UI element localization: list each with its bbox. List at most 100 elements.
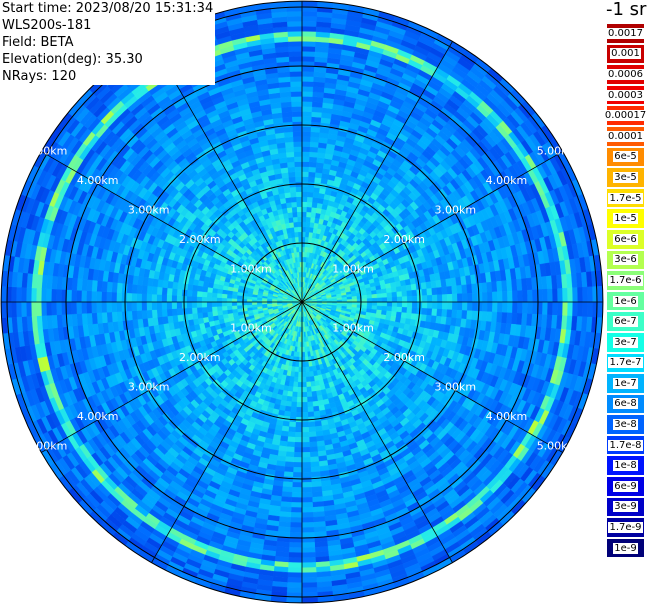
field-cell — [308, 426, 316, 433]
field-cell — [293, 447, 303, 453]
field-cell — [221, 309, 228, 315]
field-cell — [196, 296, 203, 303]
field-cell — [305, 366, 310, 373]
field-cell — [131, 301, 137, 312]
field-cell — [0, 286, 7, 303]
field-cell — [292, 381, 299, 388]
field-cell — [298, 366, 303, 373]
field-cell — [211, 306, 218, 312]
field-cell — [66, 301, 72, 315]
field-cell — [236, 301, 243, 306]
field-cell — [309, 456, 319, 463]
field-cell — [307, 401, 314, 408]
field-cell — [91, 301, 97, 314]
field-cell — [191, 301, 198, 308]
field-cell — [305, 371, 311, 378]
field-cell — [136, 310, 143, 320]
field-cell — [126, 301, 132, 312]
field-cell — [289, 532, 303, 538]
field-cell — [211, 310, 219, 317]
field-cell — [76, 289, 82, 303]
field-cell — [297, 381, 303, 388]
field-cell — [301, 366, 306, 373]
field-cell — [442, 301, 448, 310]
field-cell — [211, 301, 218, 307]
field-cell — [311, 481, 322, 488]
field-cell — [597, 301, 604, 318]
field-cell — [542, 301, 548, 316]
field-cell — [284, 405, 292, 412]
field-cell — [291, 492, 303, 498]
field-cell — [290, 406, 297, 413]
field-cell — [291, 396, 298, 403]
field-cell — [507, 301, 513, 314]
field-cell — [481, 311, 488, 322]
field-cell — [301, 557, 316, 563]
field-cell — [231, 305, 238, 310]
field-cell — [136, 293, 142, 303]
field-cell — [221, 297, 228, 303]
field-cell — [446, 309, 453, 318]
field-cell — [126, 283, 133, 294]
field-cell — [292, 467, 303, 473]
field-cell — [141, 301, 147, 311]
field-cell — [191, 307, 198, 314]
field-cell — [401, 301, 408, 308]
field-cell — [126, 292, 132, 303]
field-cell — [192, 284, 199, 292]
field-cell — [226, 309, 233, 314]
field-cell — [301, 452, 311, 458]
field-cell — [309, 376, 315, 383]
field-cell — [288, 421, 296, 428]
field-cell — [287, 577, 303, 584]
field-cell — [201, 301, 208, 308]
field-cell — [301, 587, 318, 594]
field-cell — [298, 351, 303, 358]
field-cell — [371, 301, 378, 307]
field-cell — [282, 476, 294, 483]
field-cell — [116, 282, 123, 293]
field-cell — [121, 292, 127, 303]
field-cell — [216, 292, 223, 299]
field-cell — [301, 391, 308, 398]
field-cell — [306, 396, 313, 403]
field-cell — [301, 371, 307, 378]
field-cell — [236, 298, 243, 303]
field-cell — [301, 572, 317, 579]
field-cell — [191, 290, 198, 297]
field-cell — [51, 288, 57, 303]
field-cell — [156, 286, 163, 295]
field-cell — [161, 287, 168, 296]
field-cell — [286, 395, 293, 402]
field-cell — [310, 471, 321, 478]
field-cell — [301, 532, 315, 538]
field-cell — [293, 462, 303, 468]
field-cell — [301, 527, 315, 533]
field-cell — [294, 432, 303, 438]
field-cell — [301, 477, 312, 483]
field-cell — [487, 301, 493, 313]
field-cell — [111, 311, 118, 323]
field-cell — [587, 301, 594, 318]
field-cell — [176, 308, 183, 316]
field-cell — [296, 406, 303, 413]
field-cell — [211, 297, 218, 303]
field-cell — [186, 307, 193, 315]
field-cell — [231, 298, 238, 303]
field-cell — [226, 305, 233, 311]
field-cell — [131, 292, 137, 303]
field-cell — [146, 293, 152, 303]
field-cell — [296, 391, 303, 398]
field-cell — [306, 386, 312, 393]
field-cell — [176, 301, 183, 309]
field-cell — [201, 291, 208, 298]
field-cell — [291, 502, 303, 508]
field-cell — [221, 301, 228, 307]
field-cell — [311, 395, 318, 402]
field-cell — [285, 456, 295, 463]
field-cell — [81, 301, 87, 314]
field-cell — [30, 301, 37, 317]
field-cell — [96, 291, 102, 303]
field-cell — [191, 296, 198, 303]
field-cell — [161, 294, 167, 303]
